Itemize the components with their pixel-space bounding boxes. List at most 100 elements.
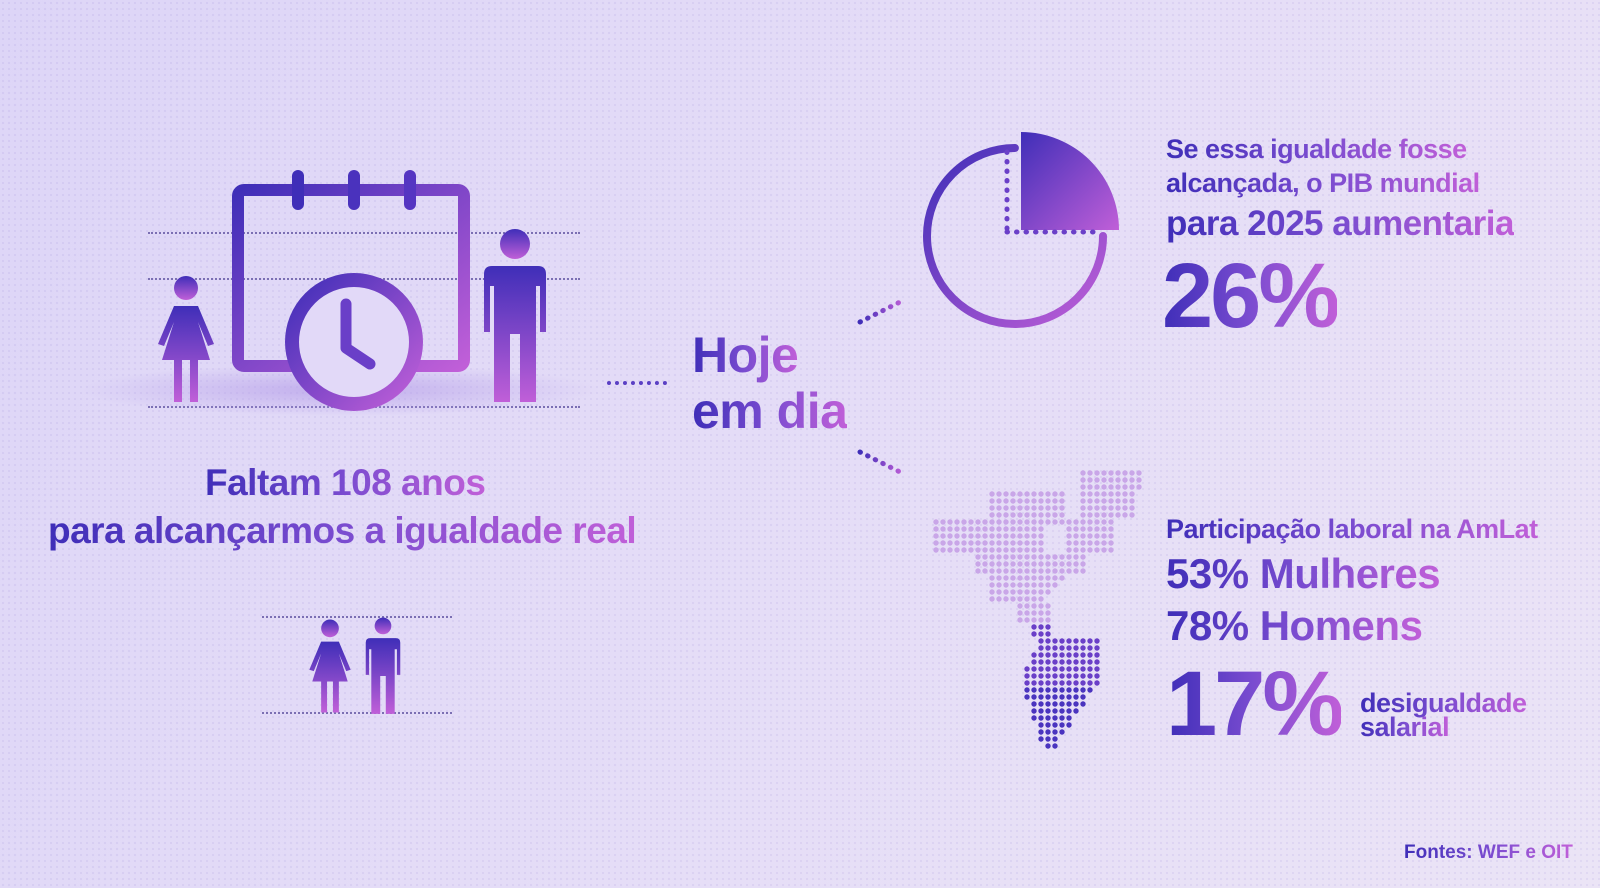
map-dot [1101,533,1107,539]
map-dot [1087,519,1093,525]
map-dot [1010,505,1016,511]
map-dot [1094,638,1100,644]
map-dot [1080,533,1086,539]
map-dot [1045,694,1051,700]
map-dot [1024,547,1030,553]
map-dot [1045,519,1051,525]
map-dot [1031,610,1037,616]
map-dot [982,533,988,539]
map-dot [1101,491,1107,497]
map-dot [1052,554,1058,560]
map-dot [1038,680,1044,686]
map-dot [1059,561,1065,567]
map-dot [1031,617,1037,623]
map-dot [1010,561,1016,567]
map-dot [1024,533,1030,539]
map-dot [968,533,974,539]
map-dot [1010,498,1016,504]
map-dot [968,547,974,553]
map-dot [1024,568,1030,574]
map-dot [1045,638,1051,644]
map-dot [1101,498,1107,504]
map-dot [982,547,988,553]
map-dot [1059,687,1065,693]
map-dot [996,589,1002,595]
map-dot [996,575,1002,581]
map-dot [1045,617,1051,623]
map-dot [1080,568,1086,574]
map-dot [1129,498,1135,504]
map-dot [1031,666,1037,672]
map-dot [989,568,995,574]
map-dot [1101,547,1107,553]
map-dot [1045,561,1051,567]
map-dot [1059,652,1065,658]
map-dot [1038,512,1044,518]
map-dot [1059,694,1065,700]
map-dot [989,547,995,553]
map-dot [975,568,981,574]
connector-up [857,297,907,325]
map-dot [1045,568,1051,574]
map-dot [1045,715,1051,721]
map-dot [1066,666,1072,672]
map-dot [1010,547,1016,553]
map-dot [933,526,939,532]
map-dot [1059,659,1065,665]
map-dot [1066,533,1072,539]
map-dot [1059,715,1065,721]
map-dot [982,526,988,532]
map-dot [1087,491,1093,497]
map-dot [961,526,967,532]
map-dot [1059,722,1065,728]
map-dot [975,526,981,532]
map-dot [1024,680,1030,686]
map-dot [1080,484,1086,490]
map-dot [1108,526,1114,532]
map-dot [1052,512,1058,518]
map-dot [1073,554,1079,560]
map-dot [1038,708,1044,714]
map-dot [1080,652,1086,658]
map-dot [1066,519,1072,525]
map-dot [1101,519,1107,525]
map-dot [1066,652,1072,658]
map-dot [1073,638,1079,644]
map-dot [1017,554,1023,560]
map-dot [1038,575,1044,581]
map-dot [1129,491,1135,497]
map-dot [989,596,995,602]
map-dot [1038,687,1044,693]
map-dot [1017,526,1023,532]
map-dot [1066,708,1072,714]
map-dot [1038,659,1044,665]
map-dot [1024,582,1030,588]
map-dot [1031,498,1037,504]
map-dot [1031,708,1037,714]
map-dot [947,547,953,553]
map-dot [1094,645,1100,651]
map-dot [1073,533,1079,539]
map-dot [1059,680,1065,686]
map-dot [1066,659,1072,665]
map-dot [996,582,1002,588]
map-dot [1122,505,1128,511]
map-dot [1052,680,1058,686]
map-dot [1031,533,1037,539]
map-dot [1010,540,1016,546]
map-dot [1094,659,1100,665]
map-dot [1003,491,1009,497]
map-dot [1003,589,1009,595]
map-dot [982,568,988,574]
map-dot [940,519,946,525]
map-dot [1080,512,1086,518]
map-dot [1017,498,1023,504]
map-dot [1080,498,1086,504]
man-icon [484,229,546,402]
gdp-value: 26% [1162,245,1340,347]
map-dot [1052,708,1058,714]
map-dot [1122,512,1128,518]
map-dot [1066,638,1072,644]
map-dot [1003,512,1009,518]
map-dot [1094,505,1100,511]
